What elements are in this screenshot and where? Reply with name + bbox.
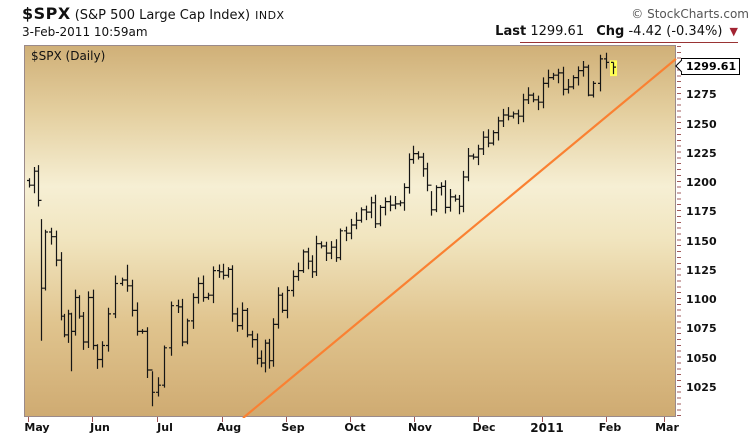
- last-value: 1299.61: [530, 24, 585, 39]
- y-axis-label: 1025: [686, 380, 717, 394]
- chart-plot-area: $SPX (Daily): [24, 45, 677, 418]
- x-axis-label: Dec: [472, 421, 496, 434]
- x-axis-tick: [350, 417, 351, 422]
- x-axis-label: Aug: [216, 421, 242, 434]
- y-axis-label: 1150: [686, 234, 717, 248]
- x-axis-label: Mar: [655, 421, 679, 434]
- chart-legend: $SPX (Daily): [31, 49, 106, 63]
- chart-header: $SPX (S&P 500 Large Cap Index) INDX: [22, 4, 285, 23]
- x-axis-label: Jul: [157, 421, 173, 434]
- copyright-text: © StockCharts.com: [631, 7, 749, 21]
- y-axis-label: 1225: [686, 146, 717, 160]
- chart-timestamp: 3-Feb-2011 10:59am: [22, 25, 148, 39]
- y-axis-label: 1050: [686, 351, 717, 365]
- x-axis-label: Jun: [90, 421, 110, 434]
- quote-line: Last 1299.61 Chg -4.42 (-0.34%) ▼: [495, 24, 738, 39]
- x-axis-label: Nov: [408, 421, 432, 434]
- x-axis-tick: [478, 417, 479, 422]
- x-axis-tick: [222, 417, 223, 422]
- x-axis-tick: [606, 417, 607, 422]
- last-price-callout: 1299.61: [681, 57, 741, 75]
- down-triangle-icon: ▼: [729, 25, 738, 38]
- chart-exchange: INDX: [255, 9, 285, 22]
- y-axis-label: 1200: [686, 176, 717, 190]
- y-axis-label: 1175: [686, 205, 717, 219]
- x-axis-tick: [92, 417, 93, 422]
- chart-symbol-name: (S&P 500 Large Cap Index): [74, 8, 251, 23]
- ohlc-bars: [27, 52, 616, 407]
- chg-label: Chg: [596, 24, 625, 39]
- x-axis-tick: [414, 417, 415, 422]
- x-axis-tick: [28, 417, 29, 422]
- price-bars-svg: [27, 52, 677, 418]
- x-axis-label: Oct: [344, 421, 366, 434]
- y-axis-label: 1075: [686, 322, 717, 336]
- chg-value: -4.42 (-0.34%): [628, 24, 723, 39]
- x-axis-label: Feb: [598, 421, 622, 434]
- y-axis-label: 1125: [686, 263, 717, 277]
- x-axis-label: Sep: [281, 421, 305, 434]
- last-price-callout-value: 1299.61: [686, 59, 737, 73]
- x-axis-label: May: [24, 421, 50, 434]
- x-axis-label: 2011: [530, 421, 564, 435]
- x-axis-tick: [157, 417, 158, 422]
- x-axis-tick: [664, 417, 665, 422]
- y-axis-label: 1275: [686, 88, 717, 102]
- y-axis-label: 1100: [686, 293, 717, 307]
- quote-underline: [520, 42, 738, 43]
- x-axis-tick: [542, 417, 543, 422]
- last-label: Last: [495, 24, 527, 39]
- y-axis-tick-strip: [677, 46, 681, 416]
- x-axis-tick: [286, 417, 287, 422]
- trendline: [242, 58, 677, 418]
- chart-symbol: $SPX: [22, 4, 71, 23]
- y-axis-label: 1250: [686, 117, 717, 131]
